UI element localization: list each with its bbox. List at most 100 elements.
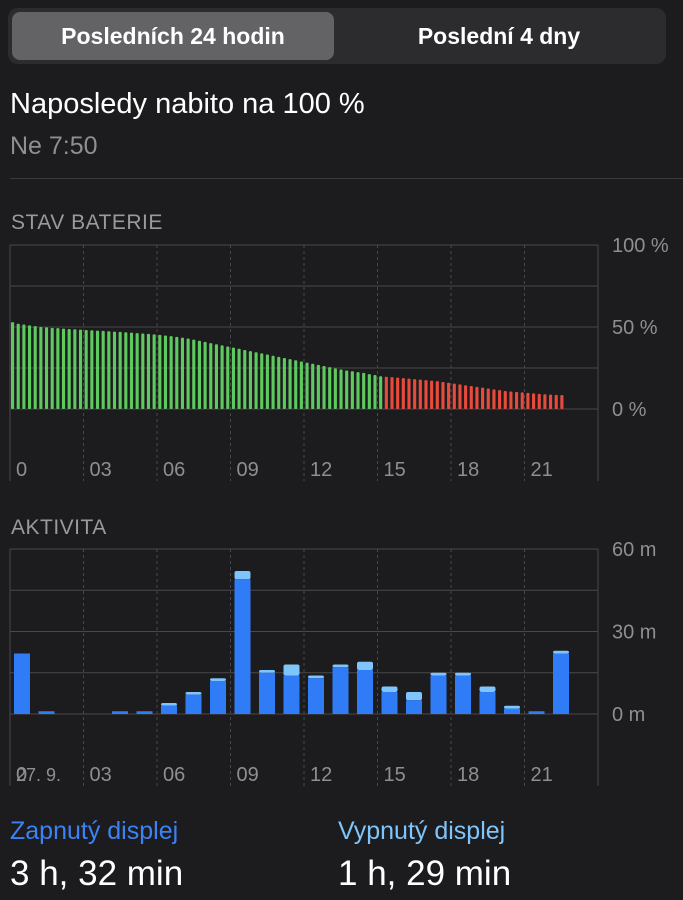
battery-level-bar (441, 381, 445, 409)
battery-level-bar (362, 372, 366, 409)
battery-level-bar (294, 360, 298, 409)
battery-level-bar (186, 338, 190, 409)
screen-on-bar (234, 579, 251, 714)
battery-level-bar (271, 355, 275, 409)
battery-level-bar (549, 394, 553, 409)
screen-off-bar (210, 678, 226, 681)
screen-on-bar (259, 672, 275, 714)
battery-level-bar (107, 331, 111, 409)
battery-level-bar (537, 393, 541, 409)
activity-x-tick-label: 09 (237, 764, 259, 786)
battery-level-bar (305, 362, 309, 409)
battery-level-bar (458, 384, 462, 409)
battery-level-bar (316, 364, 320, 409)
screen-off-bar (308, 675, 324, 679)
battery-level-bar (95, 330, 100, 409)
battery-x-tick-label: 06 (163, 459, 185, 481)
screen-on-bar (283, 675, 300, 714)
screen-off-value: 1 h, 29 min (338, 854, 512, 893)
battery-x-tick-label: 03 (90, 459, 112, 481)
battery-level-bar (401, 378, 405, 409)
activity-x-tick-label: 12 (310, 764, 332, 786)
battery-level-bar (175, 336, 179, 409)
battery-level-bar (390, 377, 394, 409)
screen-off-bar (161, 703, 177, 706)
battery-level-bar (214, 344, 218, 409)
battery-level-bar (39, 327, 43, 409)
screen-on-value: 3 h, 32 min (10, 854, 184, 893)
battery-level-bar (265, 354, 269, 409)
battery-level-bar (220, 345, 224, 409)
activity-date-label: 27. 9. (16, 765, 61, 785)
battery-level-bar (373, 375, 377, 409)
battery-level-bar (498, 390, 502, 409)
battery-level-bar (350, 371, 354, 409)
battery-level-bar (452, 383, 456, 409)
battery-level-bar (277, 356, 281, 409)
battery-level-bar (435, 381, 439, 409)
screen-on-bar (112, 711, 128, 714)
battery-level-section-label: STAV BATERIE (11, 211, 163, 234)
screen-off-bar (381, 686, 398, 692)
screen-on-bar (308, 678, 324, 714)
screen-on-label: Zapnutý displej (10, 817, 179, 845)
battery-level-bar (78, 329, 83, 409)
activity-x-tick-label: 0 (16, 764, 27, 786)
battery-y-tick-label: 50 % (612, 317, 658, 339)
battery-x-tick-label: 0 (16, 459, 27, 481)
battery-level-bar (367, 374, 371, 409)
activity-x-tick-label: 03 (90, 764, 112, 786)
battery-level-bar (384, 376, 388, 409)
battery-level-bar (424, 380, 428, 409)
battery-level-bar (356, 372, 360, 409)
battery-level-bar (515, 391, 519, 409)
battery-level-bar (50, 327, 54, 409)
screen-on-bar (357, 670, 373, 714)
battery-level-bar (260, 353, 264, 409)
battery-level-bar (560, 395, 564, 409)
battery-x-tick-label: 18 (457, 459, 479, 481)
battery-level-bar (554, 394, 558, 409)
battery-level-bar (396, 377, 400, 409)
tab-last-24-hours[interactable]: Posledních 24 hodin (12, 12, 334, 60)
screen-off-bar (259, 670, 275, 673)
battery-y-tick-label: 100 % (612, 238, 669, 257)
screen-on-bar (504, 708, 520, 714)
battery-level-bar (33, 326, 37, 409)
battery-level-bar (328, 367, 332, 409)
activity-y-tick-label: 60 m (612, 540, 656, 561)
screen-off-label: Vypnutý displej (338, 817, 506, 845)
battery-level-bar (101, 330, 105, 409)
battery-level-bar (203, 341, 207, 409)
screen-on-bar (455, 675, 471, 714)
battery-level-bar (141, 333, 145, 409)
battery-level-bar (333, 368, 337, 409)
battery-level-bar (254, 352, 258, 409)
tab-last-4-days[interactable]: Poslední 4 dny (417, 22, 581, 49)
screen-off-bar (185, 692, 202, 695)
battery-level-bar (503, 390, 507, 409)
screen-on-bar (14, 653, 30, 714)
battery-level-bar (475, 386, 479, 409)
screen-on-bar (332, 667, 349, 714)
battery-level-bar (322, 366, 326, 409)
screen-on-bar (161, 705, 177, 714)
screen-off-bar (455, 672, 471, 676)
screen-off-bar (479, 686, 496, 692)
activity-x-tick-label: 21 (531, 764, 553, 786)
screen-on-bar (38, 711, 55, 714)
screen-off-bar (504, 705, 520, 709)
battery-level-chart: 0 03 06 09 12 15 18 21 100 % 50 % 0 % (9, 238, 669, 481)
battery-level-bar (158, 334, 162, 409)
battery-level-bar (112, 331, 117, 409)
battery-x-tick-label: 12 (310, 459, 332, 481)
screen-off-bar (357, 661, 373, 670)
activity-y-tick-label: 30 m (612, 622, 656, 644)
battery-level-bar (282, 357, 286, 409)
battery-level-bar (192, 339, 196, 409)
battery-level-bar (532, 393, 536, 409)
battery-level-bar (118, 331, 122, 409)
battery-level-bar (520, 392, 524, 409)
battery-level-bar (231, 347, 235, 409)
screen-on-bar (210, 681, 226, 714)
